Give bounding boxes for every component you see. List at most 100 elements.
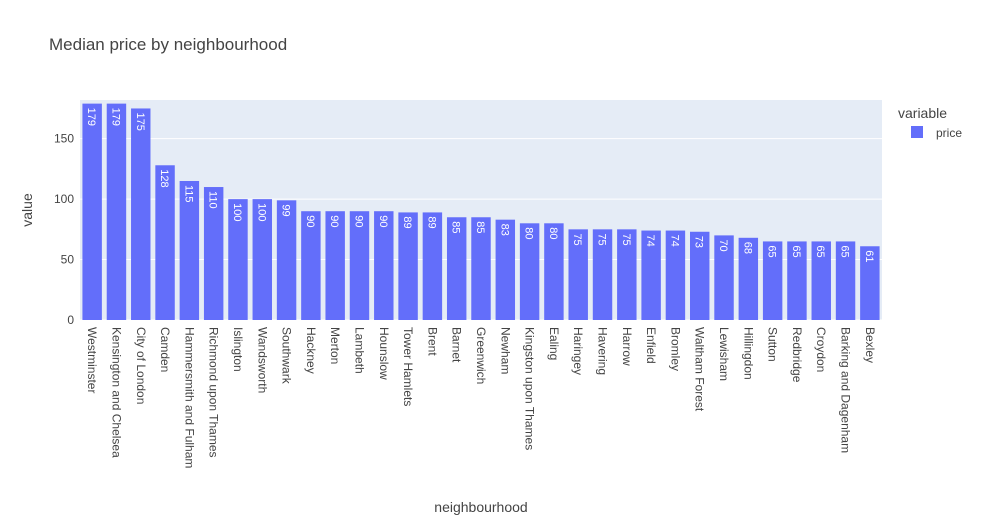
bar-value-label: 73 xyxy=(693,236,705,248)
x-tick-label: Hounslow xyxy=(377,327,391,380)
bar[interactable] xyxy=(252,199,272,320)
bar[interactable] xyxy=(641,230,661,320)
x-tick-label: Barnet xyxy=(450,327,464,363)
bar-value-label: 65 xyxy=(766,245,778,257)
bar[interactable] xyxy=(860,246,880,320)
bar-value-label: 61 xyxy=(863,250,875,262)
legend-title: variable xyxy=(898,105,947,121)
x-tick-label: Bexley xyxy=(863,327,877,363)
bar[interactable] xyxy=(179,180,200,320)
bar[interactable] xyxy=(203,187,224,320)
x-tick-label: Islington xyxy=(231,327,245,372)
bar[interactable] xyxy=(568,229,588,320)
bar[interactable] xyxy=(422,212,443,320)
bar-value-label: 75 xyxy=(571,233,583,245)
bar-value-label: 74 xyxy=(668,235,680,247)
bar-value-label: 70 xyxy=(717,239,729,251)
x-tick-label: Havering xyxy=(596,327,610,375)
bar[interactable] xyxy=(544,223,564,320)
x-tick-label: Hammersmith and Fulham xyxy=(182,327,196,468)
bar-value-label: 90 xyxy=(377,215,389,227)
x-tick-label: Hackney xyxy=(304,327,318,374)
x-tick-label: Southwark xyxy=(280,327,294,385)
bar-value-label: 75 xyxy=(620,233,632,245)
bar[interactable] xyxy=(325,211,345,320)
legend-label: price xyxy=(936,126,962,140)
x-tick-label: Hillingdon xyxy=(741,327,755,380)
bar-value-label: 80 xyxy=(547,227,559,239)
bar-value-label: 110 xyxy=(207,191,219,209)
bar[interactable] xyxy=(835,241,856,320)
y-tick-label: 150 xyxy=(54,132,74,146)
x-tick-label: Enfield xyxy=(644,327,658,364)
bar[interactable] xyxy=(495,219,516,320)
bar[interactable] xyxy=(617,229,637,320)
bar[interactable] xyxy=(714,235,734,320)
bar-value-label: 115 xyxy=(182,185,194,203)
bar[interactable] xyxy=(301,211,321,320)
bar[interactable] xyxy=(446,217,467,320)
bar[interactable] xyxy=(228,199,248,320)
bar-value-label: 65 xyxy=(839,245,851,257)
y-tick-label: 100 xyxy=(54,192,74,206)
legend-item-price[interactable]: price xyxy=(911,126,962,140)
x-tick-label: Tower Hamlets xyxy=(401,327,415,406)
x-tick-label: Camden xyxy=(158,327,172,372)
x-tick-label: Brent xyxy=(425,327,439,356)
bar-value-label: 99 xyxy=(280,204,292,216)
bar[interactable] xyxy=(519,223,540,320)
bar[interactable] xyxy=(82,103,102,320)
x-tick-label: Croydon xyxy=(814,327,828,372)
bar-value-label: 179 xyxy=(109,108,121,126)
bar[interactable] xyxy=(811,241,831,320)
bars xyxy=(82,103,880,320)
bar-labels: 179 179 175 128 115 110 100 100 99 90 90 90 90 89 89 85… xyxy=(85,108,875,263)
y-tick-labels: 0 50 100 150 xyxy=(54,132,74,327)
bar-value-label: 90 xyxy=(304,215,316,227)
bar[interactable] xyxy=(374,211,394,320)
legend-swatch xyxy=(911,126,923,138)
x-tick-label: Lewisham xyxy=(717,327,731,381)
bar[interactable] xyxy=(155,165,175,320)
x-tick-label: Merton xyxy=(328,327,342,364)
x-tick-label: City of London xyxy=(134,327,148,404)
bar[interactable] xyxy=(349,211,370,320)
bar[interactable] xyxy=(665,230,686,320)
chart-title: Median price by neighbourhood xyxy=(49,35,287,54)
x-tick-labels: Westminster Kensington and Chelsea City of… xyxy=(85,327,877,468)
x-tick-label: Waltham Forest xyxy=(693,327,707,412)
bar[interactable] xyxy=(398,212,418,320)
bar[interactable] xyxy=(131,108,151,320)
bar-value-label: 90 xyxy=(352,215,364,227)
bar[interactable] xyxy=(106,103,127,320)
bar-value-label: 175 xyxy=(134,112,146,130)
bar[interactable] xyxy=(471,217,491,320)
bar[interactable] xyxy=(787,241,807,320)
bar-value-label: 128 xyxy=(158,169,170,187)
x-tick-label: Greenwich xyxy=(474,327,488,384)
x-tick-label: Ealing xyxy=(547,327,561,360)
bar[interactable] xyxy=(690,231,710,320)
x-tick-label: Wandsworth xyxy=(255,327,269,393)
x-tick-label: Sutton xyxy=(766,327,780,362)
bar-value-label: 68 xyxy=(741,242,753,254)
bar-value-label: 75 xyxy=(596,233,608,245)
x-tick-label: Harrow xyxy=(620,327,634,366)
y-tick-label: 50 xyxy=(61,253,75,267)
x-tick-label: Richmond upon Thames xyxy=(207,327,221,458)
bar[interactable] xyxy=(762,241,783,320)
bar-value-label: 85 xyxy=(450,221,462,233)
bar[interactable] xyxy=(592,229,613,320)
x-axis-title: neighbourhood xyxy=(434,499,527,515)
bar[interactable] xyxy=(276,200,297,320)
legend[interactable]: variable price xyxy=(898,105,962,140)
x-tick-label: Haringey xyxy=(571,327,585,375)
x-tick-label: Lambeth xyxy=(352,327,366,374)
bar-value-label: 65 xyxy=(790,245,802,257)
bar-value-label: 89 xyxy=(425,216,437,228)
x-tick-label: Bromley xyxy=(668,327,682,371)
x-tick-label: Barking and Dagenham xyxy=(839,327,853,453)
bar[interactable] xyxy=(738,237,759,320)
x-tick-label: Kingston upon Thames xyxy=(523,327,537,450)
